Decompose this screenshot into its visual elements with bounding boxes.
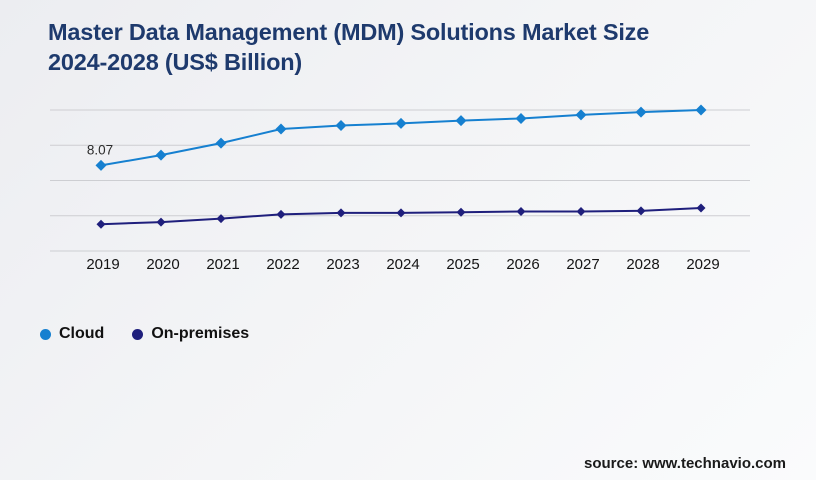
- x-axis-label: 2022: [266, 256, 299, 273]
- x-axis-label: 2021: [206, 256, 239, 273]
- data-point-marker: [515, 112, 527, 124]
- source-attribution: source: www.technavio.com: [584, 455, 786, 472]
- legend-item-cloud: Cloud: [40, 325, 104, 343]
- data-point-marker: [95, 159, 107, 171]
- x-axis-label: 2028: [626, 256, 659, 273]
- data-point-marker: [456, 207, 466, 217]
- x-axis-label: 2020: [146, 256, 179, 273]
- data-point-marker: [635, 106, 647, 118]
- data-point-marker: [155, 149, 167, 161]
- data-point-marker: [336, 208, 346, 218]
- chart-title-line2: 2024-2028 (US$ Billion): [48, 49, 303, 75]
- data-point-marker: [636, 206, 646, 216]
- data-point-marker: [516, 207, 526, 217]
- data-point-marker: [576, 207, 586, 217]
- legend-item-on-premises: On-premises: [132, 325, 249, 343]
- gridlines: [50, 109, 750, 252]
- data-point-label: 8.07: [87, 142, 113, 157]
- x-axis-label: 2024: [386, 256, 419, 273]
- x-axis-label: 2019: [86, 256, 119, 273]
- data-point-marker: [575, 109, 587, 121]
- series-on-premises: [96, 203, 706, 229]
- data-point-marker: [96, 219, 106, 229]
- data-point-marker: [156, 217, 166, 227]
- legend-marker-icon: [40, 328, 51, 340]
- data-point-marker: [696, 203, 706, 213]
- legend-marker-icon: [132, 328, 144, 340]
- data-point-marker: [695, 104, 707, 116]
- x-axis-label: 2029: [686, 256, 719, 273]
- data-point-marker: [216, 214, 226, 224]
- x-axis-labels: 2019 2020 2021 2022 2023 2024 2025 2026 2027 2028…: [86, 256, 719, 273]
- data-point-marker: [275, 123, 287, 135]
- x-axis-label: 2025: [446, 256, 479, 273]
- legend-label: On-premises: [151, 325, 250, 342]
- chart-title: Master Data Management (MDM) Solutions M…: [48, 17, 649, 77]
- legend-label: Cloud: [59, 325, 105, 342]
- data-point-marker: [455, 115, 467, 127]
- chart-title-line1: Master Data Management (MDM) Solutions M…: [48, 19, 650, 45]
- data-point-marker: [396, 208, 406, 218]
- chart-legend: Cloud On-premises: [40, 325, 249, 343]
- x-axis-label: 2026: [506, 256, 539, 273]
- series-cloud: [95, 104, 707, 171]
- data-point-marker: [276, 209, 286, 219]
- data-point-marker: [395, 117, 407, 129]
- x-axis-label: 2027: [566, 256, 599, 273]
- data-point-marker: [335, 120, 347, 132]
- data-point-marker: [215, 137, 227, 149]
- x-axis-label: 2023: [326, 256, 359, 273]
